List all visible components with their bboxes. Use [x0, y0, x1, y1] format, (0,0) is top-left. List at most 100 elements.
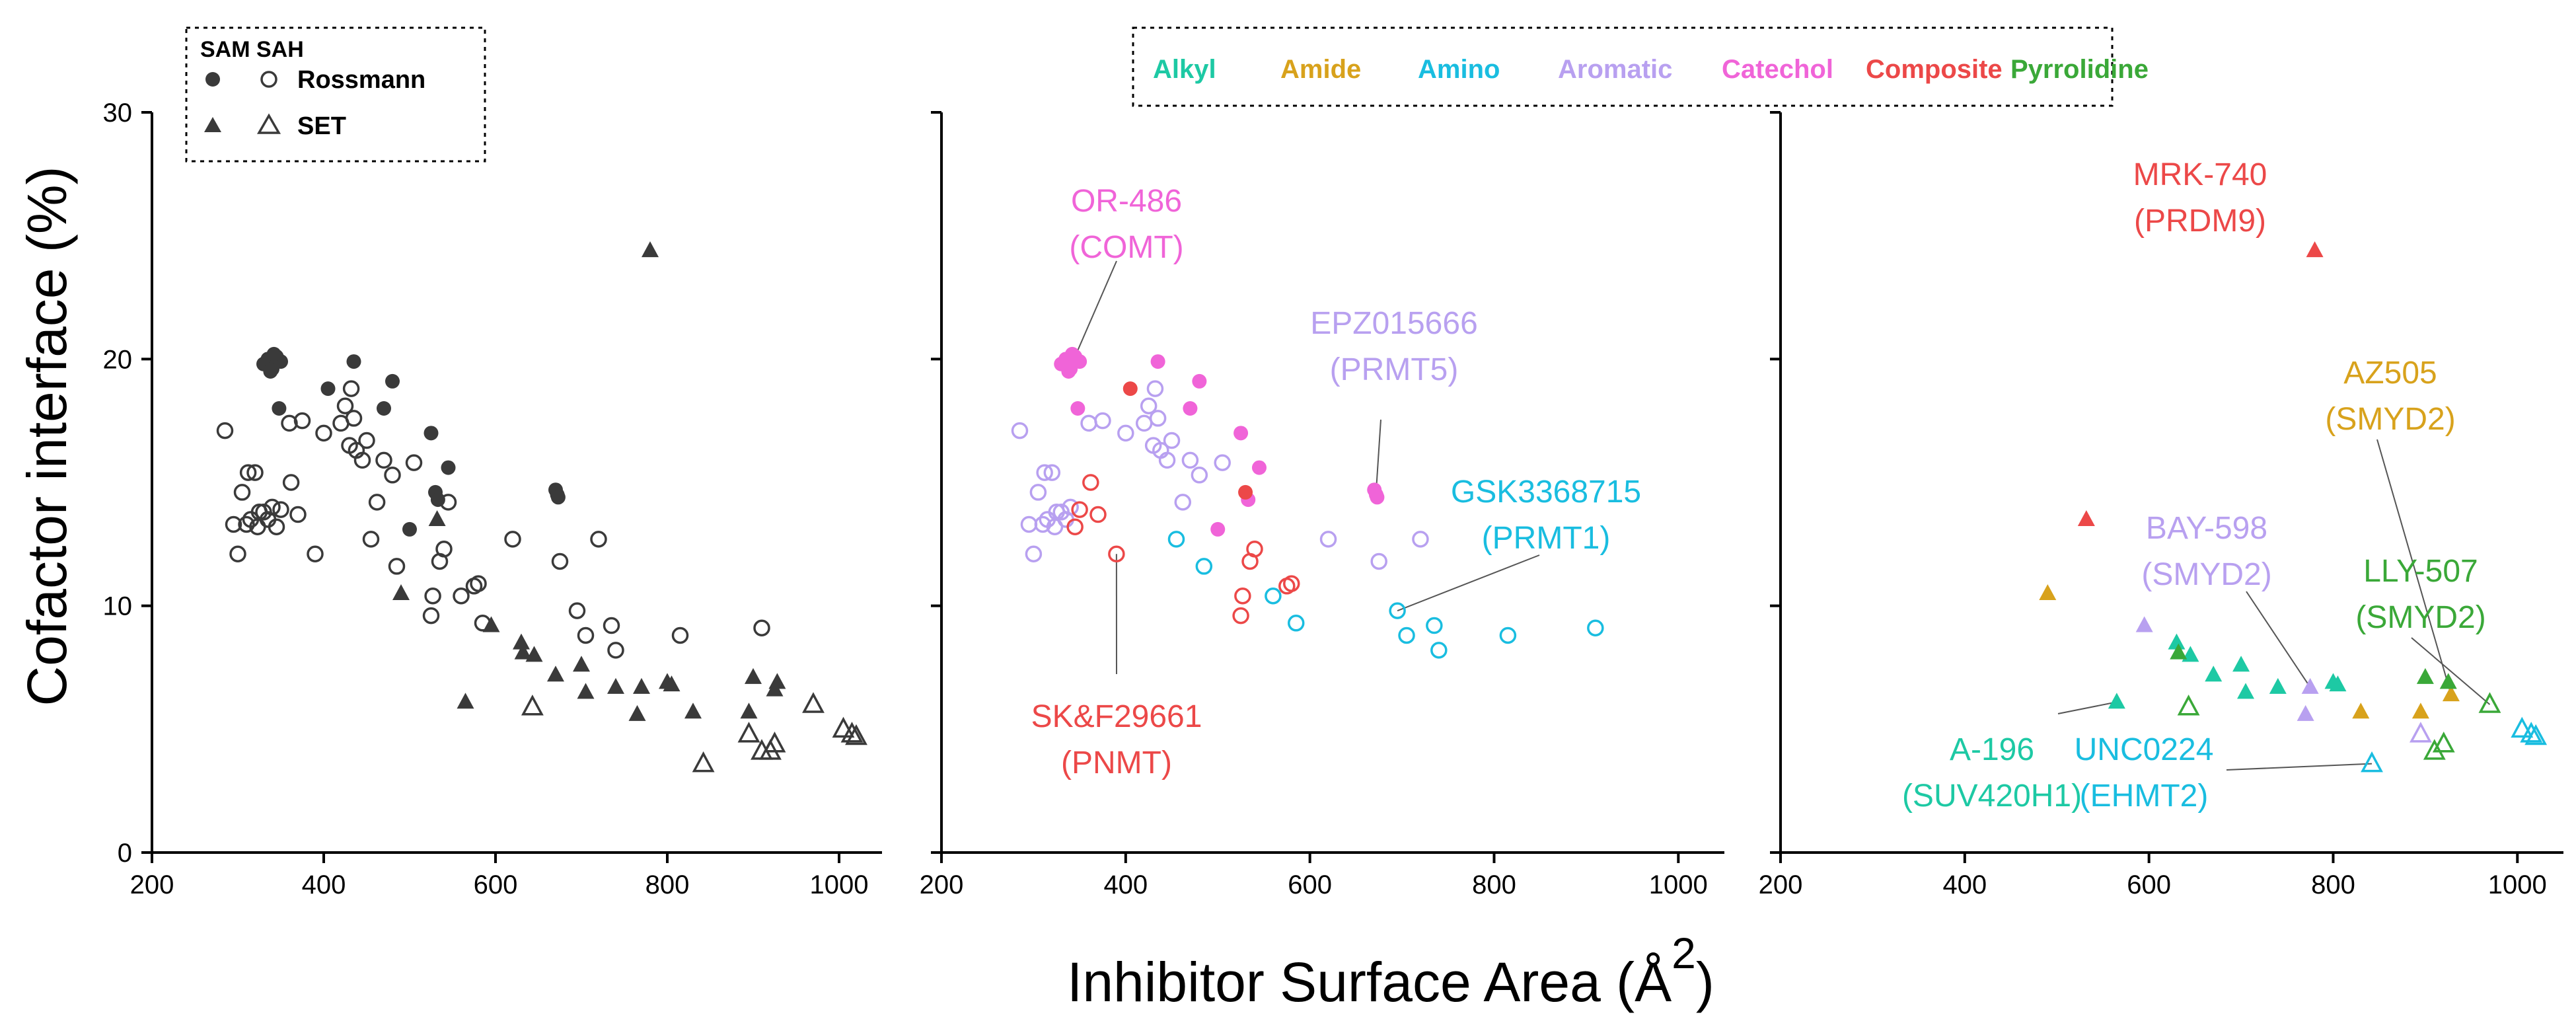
left-x-tick-label: 400 [302, 870, 346, 899]
left-data-point [316, 426, 331, 440]
middle-data-point [1196, 559, 1211, 574]
right-data-point [2205, 666, 2222, 681]
middle-data-point [1372, 554, 1386, 568]
left-data-point [359, 434, 374, 448]
left-data-point [505, 532, 520, 547]
left-data-point [454, 589, 468, 603]
middle-data-point [1284, 576, 1299, 591]
middle-data-point [1031, 485, 1045, 500]
left-data-point [591, 532, 606, 547]
middle-data-point [1588, 621, 1603, 635]
left-y-tick-label: 20 [103, 345, 133, 374]
middle-data-point [1084, 475, 1098, 490]
legend-alkyl: Alkyl [1153, 55, 1216, 84]
left-data-point [321, 381, 336, 396]
x-axis-label-exponent: 2 [1672, 929, 1696, 977]
y-axis-label: Cofactor interface (%) [16, 167, 78, 706]
left-y-tick-label: 10 [103, 592, 133, 621]
left-data-point [431, 492, 445, 507]
left-data-point [547, 666, 564, 681]
right-annotation-label: UNC0224 [2075, 732, 2214, 767]
left-data-point [267, 347, 281, 361]
left-data-point [392, 584, 410, 600]
legend-catechol: Catechol [1722, 55, 1833, 84]
middle-data-point [1061, 364, 1076, 379]
left-x-tick-label: 600 [474, 870, 518, 899]
middle-data-point [1065, 347, 1080, 361]
middle-data-point [1192, 374, 1206, 389]
legend-sam-set-marker [204, 117, 221, 132]
left-data-point [402, 522, 417, 537]
left-data-point [424, 426, 439, 440]
left-data-point [385, 468, 400, 482]
left-data-point [741, 703, 758, 718]
right-annotation-leader [2226, 764, 2372, 770]
right-data-point [2480, 695, 2499, 712]
middle-data-point [1235, 589, 1250, 603]
middle-x-tick-label: 600 [1288, 870, 1332, 899]
middle-data-point [1192, 468, 1206, 482]
right-data-point [2411, 724, 2430, 742]
middle-data-point [1233, 609, 1248, 623]
left-data-point [804, 695, 823, 712]
left-data-point [483, 617, 500, 632]
right-annotation-label: (SMYD2) [2141, 557, 2271, 592]
left-data-point [471, 576, 486, 591]
marker-legend: SAM SAH Rossmann SET [186, 28, 485, 161]
right-data-point [2108, 693, 2125, 708]
legend-pyrrolidine: Pyrrolidine [2010, 55, 2149, 84]
left-data-point [291, 508, 305, 522]
right-x-tick-label: 600 [2127, 870, 2171, 899]
middle-data-point [1289, 616, 1304, 630]
left-data-point [457, 693, 474, 708]
right-annotation-label: (SUV420H1) [1902, 779, 2082, 814]
x-axis-label: Inhibitor Surface Area (Å2) [1067, 929, 1714, 1013]
left-data-point [523, 697, 542, 714]
right-annotation-label: (SMYD2) [2325, 402, 2455, 437]
middle-data-point [1175, 495, 1190, 510]
left-data-point [441, 461, 456, 475]
legend-amino: Amino [1418, 55, 1500, 84]
right-data-point [2306, 241, 2324, 257]
right-data-point [2412, 703, 2429, 718]
middle-data-point [1151, 354, 1165, 369]
left-data-point [740, 724, 758, 742]
figure-canvas: 0102030200 400 600 800 1000 200 400 600 800 1000… [0, 0, 2576, 1027]
middle-data-point [1021, 517, 1036, 531]
left-data-point [347, 411, 361, 426]
legend-rossmann-label: Rossmann [297, 66, 425, 94]
middle-data-point [1082, 416, 1096, 430]
right-x-tick-label: 1000 [2488, 870, 2547, 899]
panel-left: 0 10 20 30 200 400 600 800 1000 [103, 98, 883, 899]
middle-annotation-label: (PRMT5) [1330, 352, 1459, 387]
left-data-point [407, 455, 422, 470]
middle-data-point [1432, 643, 1446, 658]
left-x-tick-label: 800 [645, 870, 690, 899]
left-data-point [570, 603, 585, 618]
chemotype-legend: Alkyl Amide Amino Aromatic Catechol Comp… [1133, 28, 2149, 106]
middle-data-point [1238, 485, 1253, 500]
legend-amide: Amide [1280, 55, 1361, 84]
left-data-point [579, 628, 593, 642]
right-data-point [2363, 754, 2381, 771]
left-y-tick-label: 0 [118, 839, 132, 868]
left-data-point [425, 589, 440, 603]
right-data-point [2237, 683, 2254, 699]
right-annotation-label: LLY-507 [2363, 554, 2478, 589]
middle-annotation-label: (PRMT1) [1482, 521, 1611, 556]
left-data-point [390, 559, 404, 574]
legend-header-sah: SAH [256, 37, 304, 62]
left-data-point [308, 547, 322, 561]
middle-data-point [1183, 401, 1197, 416]
right-annotation-label: MRK-740 [2133, 157, 2267, 192]
legend-sah-set-marker [259, 116, 279, 133]
middle-data-point [1500, 628, 1515, 642]
middle-annotation-leader [1397, 555, 1539, 611]
left-data-point [577, 683, 595, 699]
middle-annotation-leader [1376, 420, 1381, 490]
middle-data-point [1413, 532, 1428, 547]
middle-annotation-leader [1075, 261, 1117, 357]
right-data-point [2302, 678, 2319, 694]
middle-x-tick-label: 1000 [1649, 870, 1708, 899]
left-data-point [754, 621, 769, 635]
